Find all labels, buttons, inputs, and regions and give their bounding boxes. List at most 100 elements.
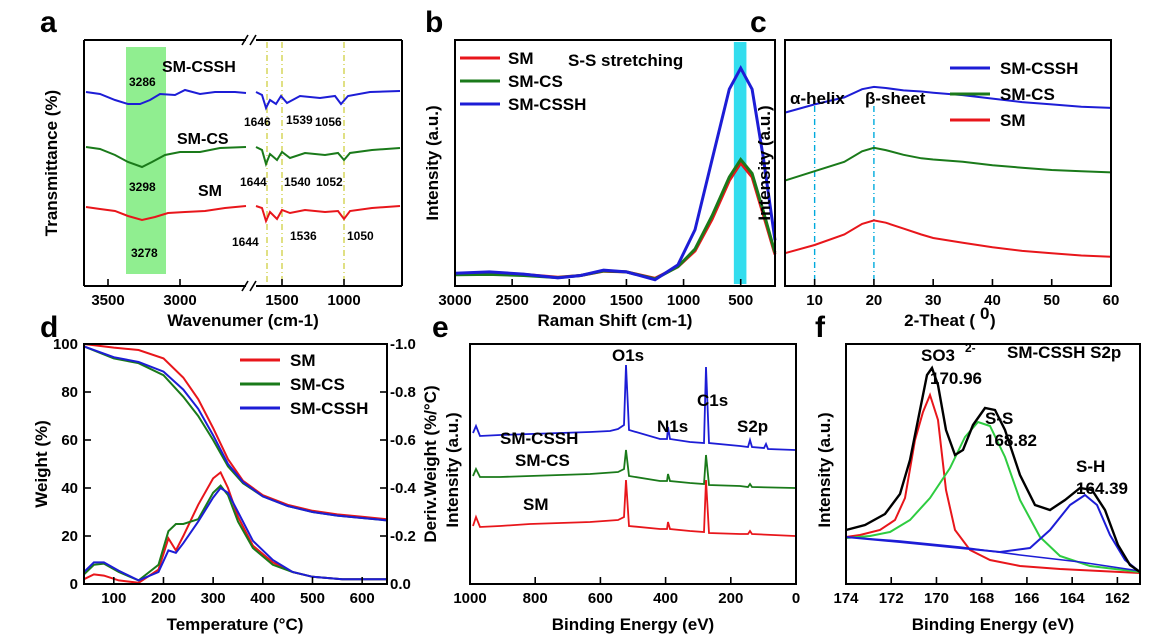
series-sm-xrd	[784, 219, 1112, 258]
panel-label-b: b	[425, 6, 443, 39]
panel-label-f: f	[815, 311, 826, 344]
x-axis-label: Binding Energy (eV)	[912, 615, 1074, 634]
x-tick-label: 168	[969, 590, 994, 607]
peak-label: 1644	[232, 235, 259, 249]
peak-label: 1056	[315, 115, 342, 129]
x-axis-label: Raman Shift (cm-1)	[538, 311, 693, 330]
x-tick-label: 20	[866, 292, 883, 309]
legend-sm-cs: SM-CS	[508, 72, 563, 91]
x-tick-label: 400	[653, 590, 678, 607]
x-tick-label: 3000	[163, 292, 196, 309]
y2-tick-label: -0.4	[390, 480, 417, 497]
series-sm-cssh-dtg	[83, 486, 387, 582]
peak-label-sh: S-H	[1076, 457, 1105, 476]
panel-a-xticks	[107, 279, 345, 286]
y-tick-label: 100	[53, 336, 78, 353]
peak-label: 1644	[240, 175, 267, 189]
panel-label-c: c	[750, 6, 767, 39]
panel-label-e: e	[432, 311, 449, 344]
panel-label-d: d	[40, 311, 58, 344]
x-tick-label: 200	[151, 590, 176, 607]
series-sm-cs-xrd	[784, 146, 1112, 182]
x-tick-label: 200	[718, 590, 743, 607]
series-sm-cssh-xps	[472, 364, 796, 451]
panel-f: 174 172 170 168 166 164 162 SM-CSSH S2p SO3 2-…	[815, 311, 1141, 634]
panel-b-series	[454, 64, 777, 282]
peak-label: 3278	[131, 246, 158, 260]
series-sm-cssh-tg	[83, 345, 388, 522]
y2-axis-label: Deriv.Weight (%/°C)	[421, 385, 440, 542]
series-sm-xps	[472, 479, 796, 537]
panel-f-frame	[845, 343, 1141, 585]
panel-b: 3000 2500 2000 1500 1000 500 SM SM-CS SM-CSSH…	[423, 6, 777, 330]
x-axis-label: Binding Energy (eV)	[552, 615, 714, 634]
legend-sm-cssh: SM-CSSH	[508, 95, 586, 114]
y-axis-label: Transmittance (%)	[42, 90, 61, 236]
x-axis-label-tail: )	[990, 311, 996, 330]
panel-e-frame	[469, 343, 797, 585]
label-sm-cs: SM-CS	[515, 451, 570, 470]
x-tick-label: 10	[806, 292, 823, 309]
peak-value-so3: 170.96	[930, 369, 982, 388]
x-axis-label: Temperature (°C)	[167, 615, 304, 634]
series-sm-cs-ftir	[85, 146, 401, 169]
x-tick-label: 500	[728, 292, 753, 309]
series-sm-cssh-raman	[454, 64, 777, 282]
label-sm: SM	[523, 495, 549, 514]
series-sm-dtg	[83, 470, 387, 584]
series-sm-cs-dtg	[83, 484, 387, 582]
y-axis-label: Intensity (a.u.)	[815, 412, 834, 527]
peak-label: 1052	[316, 175, 343, 189]
panel-d-ticks: 100 200 300 400 500 600 0 20 40 60 80 100 0.0 -0.2 -0.…	[53, 336, 417, 607]
axis-break	[241, 34, 257, 292]
panel-d-series	[83, 343, 388, 584]
x-axis-label: 2-Theat (	[904, 311, 975, 330]
panel-label-a: a	[40, 6, 57, 39]
y2-tick-label: -1.0	[390, 336, 416, 353]
peak-value-ss: 168.82	[985, 431, 1037, 450]
y-tick-label: 0	[70, 576, 78, 593]
x-tick-label: 30	[925, 292, 942, 309]
panel-a-frame	[83, 39, 403, 287]
x-tick-label: 300	[201, 590, 226, 607]
x-tick-label: 170	[924, 590, 949, 607]
peak-value-sh: 164.39	[1076, 479, 1128, 498]
x-tick-label: 3000	[438, 292, 471, 309]
x-tick-label: 1000	[453, 590, 486, 607]
panel-c-guides	[813, 106, 875, 280]
label-sm-cssh: SM-CSSH	[162, 59, 236, 76]
peak-label-so3: SO3	[921, 346, 955, 365]
legend-sm: SM	[508, 49, 534, 68]
label-sm: SM	[198, 183, 222, 200]
x-tick-label: 800	[523, 590, 548, 607]
series-sm-tg	[83, 343, 388, 521]
x-tick-label: 2500	[495, 292, 528, 309]
x-tick-label: 172	[879, 590, 904, 607]
peak-label-o1s: O1s	[612, 346, 644, 365]
panel-a-highlight	[126, 47, 166, 274]
x-tick-label: 500	[300, 590, 325, 607]
y-tick-label: 60	[61, 432, 78, 449]
legend-c: SM-CSSH SM-CS SM	[950, 59, 1078, 130]
y2-tick-label: -0.2	[390, 528, 416, 545]
y2-tick-label: -0.8	[390, 384, 416, 401]
fit-green-ss	[845, 420, 1141, 573]
x-tick-label: 166	[1014, 590, 1039, 607]
panel-a: SM-CSSH SM-CS SM 3286 1646 1539 1056 329…	[40, 6, 403, 330]
peak-label-n1s: N1s	[657, 417, 688, 436]
panel-b-ticks: 3000 2500 2000 1500 1000 500	[438, 279, 753, 309]
y-axis-label: Intensity (a.u.)	[443, 412, 462, 527]
peak-label-so3-charge: 2-	[965, 341, 976, 355]
y-axis-label: Intensity (a.u.)	[423, 105, 442, 220]
x-axis-label-unit: 0	[980, 304, 989, 323]
panel-d: 100 200 300 400 500 600 0 20 40 60 80 100 0.0 -0.2 -0.…	[32, 311, 440, 634]
x-tick-label: 1500	[265, 292, 298, 309]
x-tick-label: 0	[792, 590, 800, 607]
panel-f-ticks: 174 172 170 168 166 164 162	[833, 577, 1130, 607]
peak-label: 1050	[347, 229, 374, 243]
panel-c-frame	[784, 39, 1112, 287]
fit-blue-sh	[845, 493, 1141, 573]
panel-e-series	[472, 364, 796, 537]
x-axis-label: Wavenumer (cm-1)	[167, 311, 318, 330]
